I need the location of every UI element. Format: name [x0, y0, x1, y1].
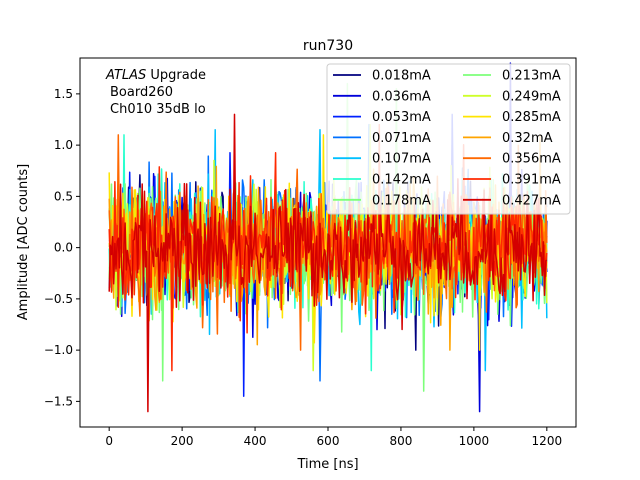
annotation: ATLAS Upgrade Board260 Ch010 35dB lo: [105, 68, 206, 117]
svg-text:ATLAS Upgrade: ATLAS Upgrade: [105, 68, 206, 83]
y-axis: −1.5 −1.0 −0.5 0.0 0.5 1.0 1.5: [44, 87, 80, 408]
x-tick-label: 400: [244, 434, 267, 448]
legend-label: 0.178mA: [372, 193, 431, 208]
y-tick-label: −1.5: [44, 394, 73, 408]
y-tick-label: −0.5: [44, 292, 73, 306]
chart-title: run730: [303, 38, 353, 54]
legend-label: 0.036mA: [372, 89, 431, 104]
legend-label: 0.142mA: [372, 173, 431, 188]
annotation-channel: Ch010 35dB lo: [110, 102, 206, 117]
annotation-atlas: ATLAS: [105, 68, 146, 83]
x-tick-label: 0: [105, 434, 113, 448]
legend-label: 0.053mA: [372, 110, 431, 125]
y-tick-label: 1.5: [54, 87, 73, 101]
legend-label: 0.213mA: [502, 69, 561, 84]
y-tick-label: −1.0: [44, 343, 73, 357]
legend-label: 0.107mA: [372, 152, 431, 167]
legend-label: 0.071mA: [372, 131, 431, 146]
legend-label: 0.427mA: [502, 193, 561, 208]
x-tick-label: 800: [389, 434, 412, 448]
x-tick-label: 1200: [532, 434, 563, 448]
x-tick-label: 200: [171, 434, 194, 448]
legend: 0.018mA 0.036mA 0.053mA 0.071mA 0.107mA 0.142…: [326, 63, 571, 215]
legend-label: 0.391mA: [502, 173, 561, 188]
y-tick-label: 0.5: [54, 189, 73, 203]
y-tick-label: 1.0: [54, 138, 73, 152]
legend-label: 0.285mA: [502, 110, 561, 125]
y-tick-label: 0.0: [54, 241, 73, 255]
x-axis: 0 200 400 600 800 1000 1200: [105, 427, 562, 448]
legend-label: 0.249mA: [502, 89, 561, 104]
series-line: [108, 113, 548, 413]
annotation-board: Board260: [110, 85, 173, 100]
legend-label: 0.32mA: [502, 131, 553, 146]
x-axis-label: Time [ns]: [296, 457, 358, 472]
x-tick-label: 1000: [459, 434, 490, 448]
legend-label: 0.356mA: [502, 152, 561, 167]
annotation-upgrade: Upgrade: [146, 68, 206, 83]
legend-label: 0.018mA: [372, 69, 431, 84]
x-tick-label: 600: [317, 434, 340, 448]
y-axis-label: Amplitude [ADC counts]: [16, 164, 31, 320]
legend-frame: [326, 63, 571, 215]
